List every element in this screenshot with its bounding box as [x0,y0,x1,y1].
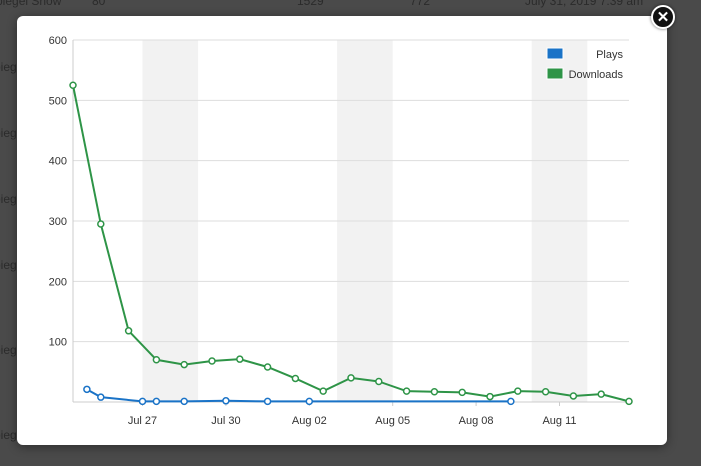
downloads-data-point [569,392,578,400]
downloads-data-point [486,392,494,401]
bg-row-stub: pieg [0,192,17,206]
plays-data-point [222,397,230,405]
y-tick-label: 100 [49,337,67,349]
downloads-data-point [236,355,244,363]
downloads-data-point [402,387,411,395]
x-tick-label: Aug 08 [459,415,494,427]
downloads-data-point [625,397,633,406]
y-tick-label: 200 [49,276,67,288]
stats-chart: 100 200 300 400 500 600 Jul 27 Jul 30 Aug 02 Aug … [49,35,633,427]
downloads-data-point [514,387,522,395]
y-tick-label: 300 [49,216,67,228]
bg-row-stub: pieg [0,258,17,272]
plays-data-point [97,393,105,401]
downloads-data-point [541,387,550,396]
plays-data-point [152,397,161,406]
bg-row-stub: pieg [0,60,17,74]
plays-data-point [507,397,515,406]
downloads-data-point [69,81,77,89]
x-tick-label: Aug 05 [375,415,410,427]
bg-count-2: 1529 [297,0,324,8]
plays-data-point [263,397,272,406]
y-tick-label: 400 [49,156,67,168]
downloads-legend-label: Downloads [569,69,624,81]
downloads-legend-swatch [546,67,564,80]
plays-legend-swatch [546,47,564,60]
downloads-data-point [291,374,300,383]
downloads-data-point [597,390,605,398]
downloads-data-point [430,387,439,396]
chart-modal: 100 200 300 400 500 600 Jul 27 Jul 30 Aug 02 Aug … [17,16,667,445]
close-icon[interactable]: ✕ [651,5,675,29]
downloads-data-point [180,360,188,369]
y-tick-label: 500 [49,95,67,107]
y-tick-label: 600 [49,35,67,47]
downloads-data-point [208,357,216,365]
plays-data-point [180,397,188,406]
downloads-data-point [97,220,105,228]
downloads-data-point [458,388,466,397]
plays-data-point [83,385,91,394]
downloads-data-point [152,356,161,364]
downloads-data-point [263,363,272,371]
downloads-data-point [319,387,327,395]
downloads-data-point [375,377,383,386]
bg-row-stub: pieg [0,126,17,140]
bg-row-stub: pieg [0,343,17,357]
bg-show-name: piegel Show [0,0,62,8]
downloads-data-point [347,374,355,382]
x-tick-label: Aug 02 [292,415,327,427]
bg-row-stub: pieg [0,428,17,442]
background-table-row: piegel Show 80 1529 772 July 31, 2019 7:… [0,0,701,10]
plays-data-point [305,397,314,406]
downloads-data-point [124,327,133,335]
plays-legend-label: Plays [596,49,623,61]
bg-date: July 31, 2019 7:39 am [525,0,644,8]
x-tick-label: Jul 27 [128,415,157,427]
plays-data-point [138,397,147,406]
bg-count-3: 772 [410,0,431,8]
x-tick-label: Aug 11 [542,415,576,427]
bg-count-1: 80 [92,0,106,8]
x-tick-label: Jul 30 [211,415,240,427]
